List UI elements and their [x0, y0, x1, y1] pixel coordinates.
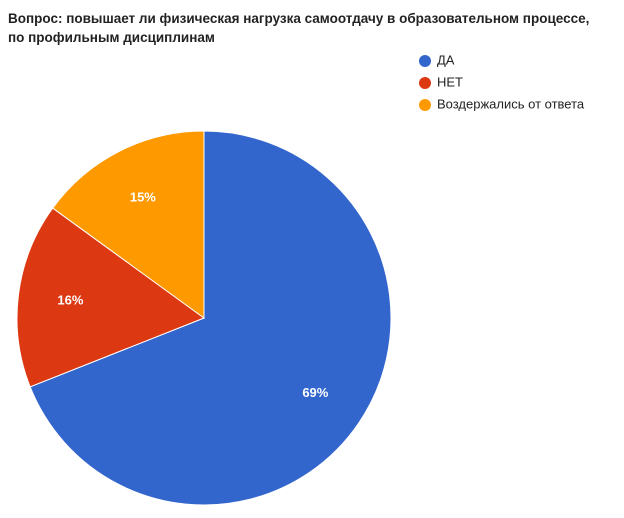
legend-label: Воздержались от ответа: [437, 96, 585, 111]
legend-label: НЕТ: [437, 74, 463, 89]
pie-slice: [16, 207, 206, 388]
legend-label: ДА: [437, 52, 455, 67]
chart-title: Вопрос: повышает ли физическая нагрузка …: [8, 11, 590, 45]
slice-label: 69%: [302, 385, 328, 400]
slice-label: 15%: [130, 189, 156, 204]
pie-slice: [29, 130, 392, 506]
legend-marker: [419, 77, 431, 89]
legend-marker: [419, 55, 431, 67]
pie-slice: [52, 130, 205, 319]
legend-marker: [419, 99, 431, 111]
slice-label: 16%: [57, 293, 83, 308]
